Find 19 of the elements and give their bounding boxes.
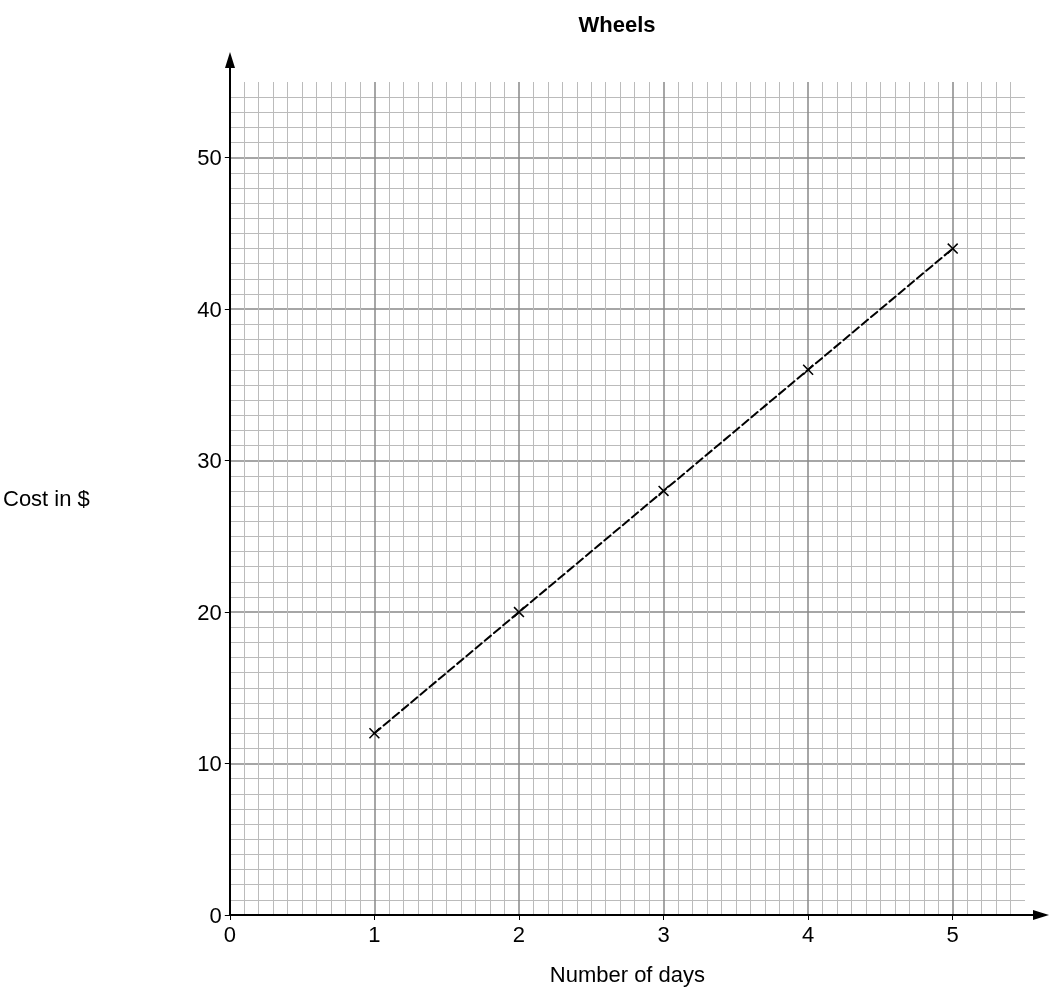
y-tick-label: 50: [197, 145, 222, 171]
y-tick-label: 10: [197, 751, 222, 777]
y-axis-title: Cost in $: [2, 486, 90, 511]
point: [802, 364, 814, 376]
x-tick-label: 1: [368, 921, 381, 947]
x-axis-title: Number of days: [549, 961, 706, 987]
y-tick-label: 20: [197, 599, 222, 625]
x-tick-label: 4: [802, 921, 815, 947]
x-tick-label: 5: [946, 921, 959, 947]
point: [513, 606, 525, 618]
y-tick-label: 30: [197, 448, 222, 474]
x-tick-label: 3: [657, 921, 670, 947]
chart-title: Wheels: [578, 11, 656, 37]
y-tick-label: 0: [209, 902, 222, 928]
x-tick-label: 2: [512, 921, 526, 947]
y-tick-label: 40: [197, 296, 222, 322]
point: [368, 727, 380, 739]
point: [658, 485, 670, 497]
point: [947, 243, 959, 255]
